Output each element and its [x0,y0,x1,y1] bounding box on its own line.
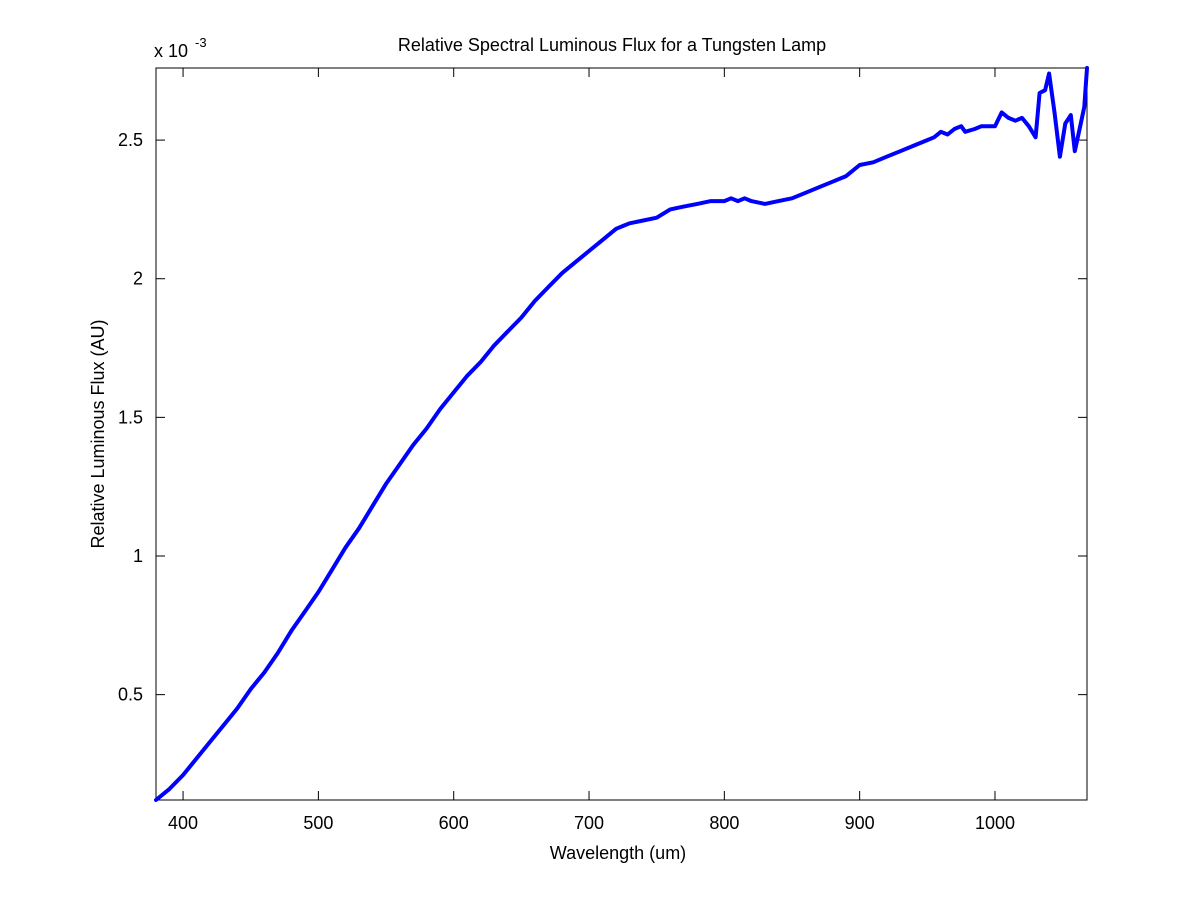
x-tick-label: 800 [709,813,739,833]
x-tick-label: 1000 [975,813,1015,833]
series-layer [154,66,1089,802]
plot-area-frame [155,67,1088,801]
y-axis-multiplier: x 10 -3 [154,35,207,61]
y-multiplier-exponent: -3 [195,35,207,50]
y-tick-label: 1.5 [118,407,143,427]
y-axis-label: Relative Luminous Flux (AU) [88,319,108,548]
y-multiplier-base: x 10 [154,41,188,61]
y-tick-label: 2 [133,269,143,289]
y-axis: 0.5 1 1.5 2 2.5 [118,130,1087,705]
x-tick-label: 600 [439,813,469,833]
chart-title: Relative Spectral Luminous Flux for a Tu… [398,35,826,55]
x-tick-label: 700 [574,813,604,833]
x-tick-label: 900 [845,813,875,833]
x-tick-label: 400 [168,813,198,833]
y-tick-label: 2.5 [118,130,143,150]
series-line [154,66,1089,802]
y-tick-label: 1 [133,546,143,566]
x-axis: 400 500 600 700 800 900 1000 [168,68,1015,833]
x-axis-label: Wavelength (um) [550,843,686,863]
y-tick-label: 0.5 [118,685,143,705]
x-tick-label: 500 [303,813,333,833]
